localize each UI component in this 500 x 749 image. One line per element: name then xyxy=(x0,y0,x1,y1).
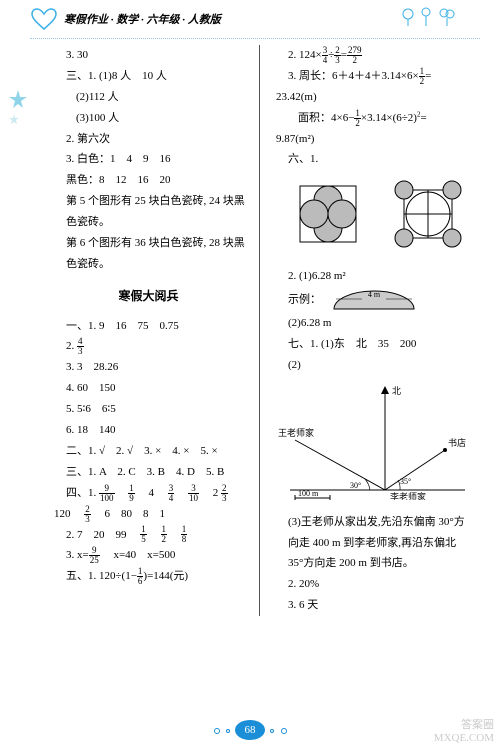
label: 3. 周长：6＋4＋4＋3.14×6× xyxy=(288,70,419,82)
text-line: 3. 3 28.26 xyxy=(48,357,249,378)
value: x=40 x=500 xyxy=(102,549,175,561)
fraction: 310 xyxy=(188,484,199,503)
text-line: 2. 20% xyxy=(270,574,470,595)
value: 2 xyxy=(213,487,219,499)
value: 6 80 8 1 xyxy=(105,508,166,520)
svg-text:王老师家: 王老师家 xyxy=(278,427,314,438)
text-line: 2. 7 20 99 15 12 18 xyxy=(48,525,249,546)
op: = xyxy=(420,112,426,124)
dot-icon xyxy=(226,729,230,733)
fraction: 925 xyxy=(89,546,100,565)
page-title: 寒假作业 · 数学 · 六年级 · 人教版 xyxy=(64,10,221,31)
text-line: 3. x=925 x=40 x=500 xyxy=(48,545,249,566)
text-line: 6. 18 140 xyxy=(48,420,249,441)
content-columns: 3. 30 三、1. (1)8 人 10 人 (2)112 人 (3)100 人… xyxy=(0,45,500,616)
svg-text:100 m: 100 m xyxy=(298,489,319,498)
text-line: 六、1. xyxy=(270,149,470,170)
text-line: 黑色：8 12 16 20 xyxy=(48,170,249,191)
semicircle-diagram: 4 m xyxy=(324,287,424,313)
text-line: (3)100 人 xyxy=(48,108,249,129)
text-line: (2)112 人 xyxy=(48,87,249,108)
page-header: 寒假作业 · 数学 · 六年级 · 人教版 xyxy=(0,0,500,36)
label: 五、1. 120÷(1− xyxy=(66,570,137,582)
fraction: 43 xyxy=(77,337,84,356)
label: 2. xyxy=(66,340,77,352)
text-line: 3. 周长：6＋4＋4＋3.14×6×12= xyxy=(270,66,470,87)
watermark-url: MXQE.COM xyxy=(434,732,494,745)
fraction: 34 xyxy=(168,484,175,503)
watermark-text: 答案圈 xyxy=(434,719,494,732)
text-line: (2) xyxy=(270,355,470,376)
dot-icon xyxy=(270,729,274,733)
page-number: 68 xyxy=(235,720,265,740)
text-line: 2. 43 xyxy=(48,336,249,357)
text-line: 23.42(m) xyxy=(270,87,470,108)
text-line: 面积：4×6−12×3.14×(6÷2)2= xyxy=(270,108,470,129)
text-line: 二、1. √ 2. √ 3. × 4. × 5. × xyxy=(48,441,249,462)
value: ×3.14×(6÷2) xyxy=(361,112,417,124)
watermark: 答案圈 MXQE.COM xyxy=(434,719,494,745)
label: 面积：4×6− xyxy=(298,112,354,124)
value: x= xyxy=(77,549,89,561)
svg-text:书店: 书店 xyxy=(448,437,466,448)
text-line: 120 23 6 80 8 1 xyxy=(48,504,249,525)
text-line: (3)王老师从家出发,先沿东偏南 30°方向走 400 m 到李老师家,再沿东偏… xyxy=(270,512,470,575)
label: 3. xyxy=(66,549,77,561)
label: 四、1. xyxy=(66,487,99,499)
petal-diagram xyxy=(270,174,470,262)
text-line: 3. 30 xyxy=(48,45,249,66)
fraction: 23 xyxy=(221,484,228,503)
text-line: 2. (1)6.28 m² xyxy=(270,266,470,287)
section-heading: 寒假大阅兵 xyxy=(48,285,249,308)
heart-icon xyxy=(30,8,58,32)
text-line: 4. 60 150 xyxy=(48,378,249,399)
label: 示例： xyxy=(288,294,321,306)
fraction: 9100 xyxy=(99,484,115,503)
text-line: 2. 第六次 xyxy=(48,129,249,150)
fraction: 2792 xyxy=(347,46,363,65)
text-line: 3. 白色：1 4 9 16 xyxy=(48,149,249,170)
text-line: 三、1. (1)8 人 10 人 xyxy=(48,66,249,87)
text-line: (2)6.28 m xyxy=(270,313,470,334)
text-line: 五、1. 120÷(1−16)=144(元) xyxy=(48,566,249,587)
text-line: 示例： 4 m xyxy=(270,287,470,313)
direction-diagram: 北 书店 王老师家 李老师家 30° 35° 100 m xyxy=(270,380,470,508)
value: 4 xyxy=(149,487,155,499)
text-line: 3. 6 天 xyxy=(270,595,470,616)
fraction: 12 xyxy=(161,525,168,544)
value: 120 xyxy=(54,508,71,520)
svg-text:李老师家: 李老师家 xyxy=(390,491,426,500)
fraction: 18 xyxy=(181,525,188,544)
fraction: 23 xyxy=(84,505,91,524)
text-line: 9.87(m²) xyxy=(270,129,470,150)
left-column: 3. 30 三、1. (1)8 人 10 人 (2)112 人 (3)100 人… xyxy=(42,45,259,616)
op: = xyxy=(425,70,431,82)
label: 2. 124× xyxy=(288,49,322,61)
svg-text:35°: 35° xyxy=(400,477,411,486)
dot-icon xyxy=(214,728,220,734)
text-line: 一、1. 9 16 75 0.75 xyxy=(48,316,249,337)
dot-icon xyxy=(281,728,287,734)
svg-text:北: 北 xyxy=(392,386,401,396)
text-line: 第 6 个图形有 36 块白色瓷砖, 28 块黑色瓷砖。 xyxy=(48,233,249,275)
text-line: 第 5 个图形有 25 块白色瓷砖, 24 块黑色瓷砖。 xyxy=(48,191,249,233)
text-line: 三、1. A 2. C 3. B 4. D 5. B xyxy=(48,462,249,483)
fraction: 19 xyxy=(128,484,135,503)
text-line: 四、1. 9100 19 4 34 310 2 23 xyxy=(48,483,249,504)
page-footer: 68 xyxy=(0,720,500,741)
text-line: 5. 5∶6 6∶5 xyxy=(48,399,249,420)
text-line: 2. 124×34÷23=2792 xyxy=(270,45,470,66)
dim-label: 4 m xyxy=(368,290,381,299)
tree-icon xyxy=(400,6,460,36)
value: )=144(元) xyxy=(143,570,188,582)
label: 2. 7 20 99 xyxy=(66,529,138,541)
divider xyxy=(30,38,480,39)
right-column: 2. 124×34÷23=2792 3. 周长：6＋4＋4＋3.14×6×12=… xyxy=(259,45,476,616)
fraction: 15 xyxy=(140,525,147,544)
text-line: 七、1. (1)东 北 35 200 xyxy=(270,334,470,355)
svg-text:30°: 30° xyxy=(350,481,361,490)
